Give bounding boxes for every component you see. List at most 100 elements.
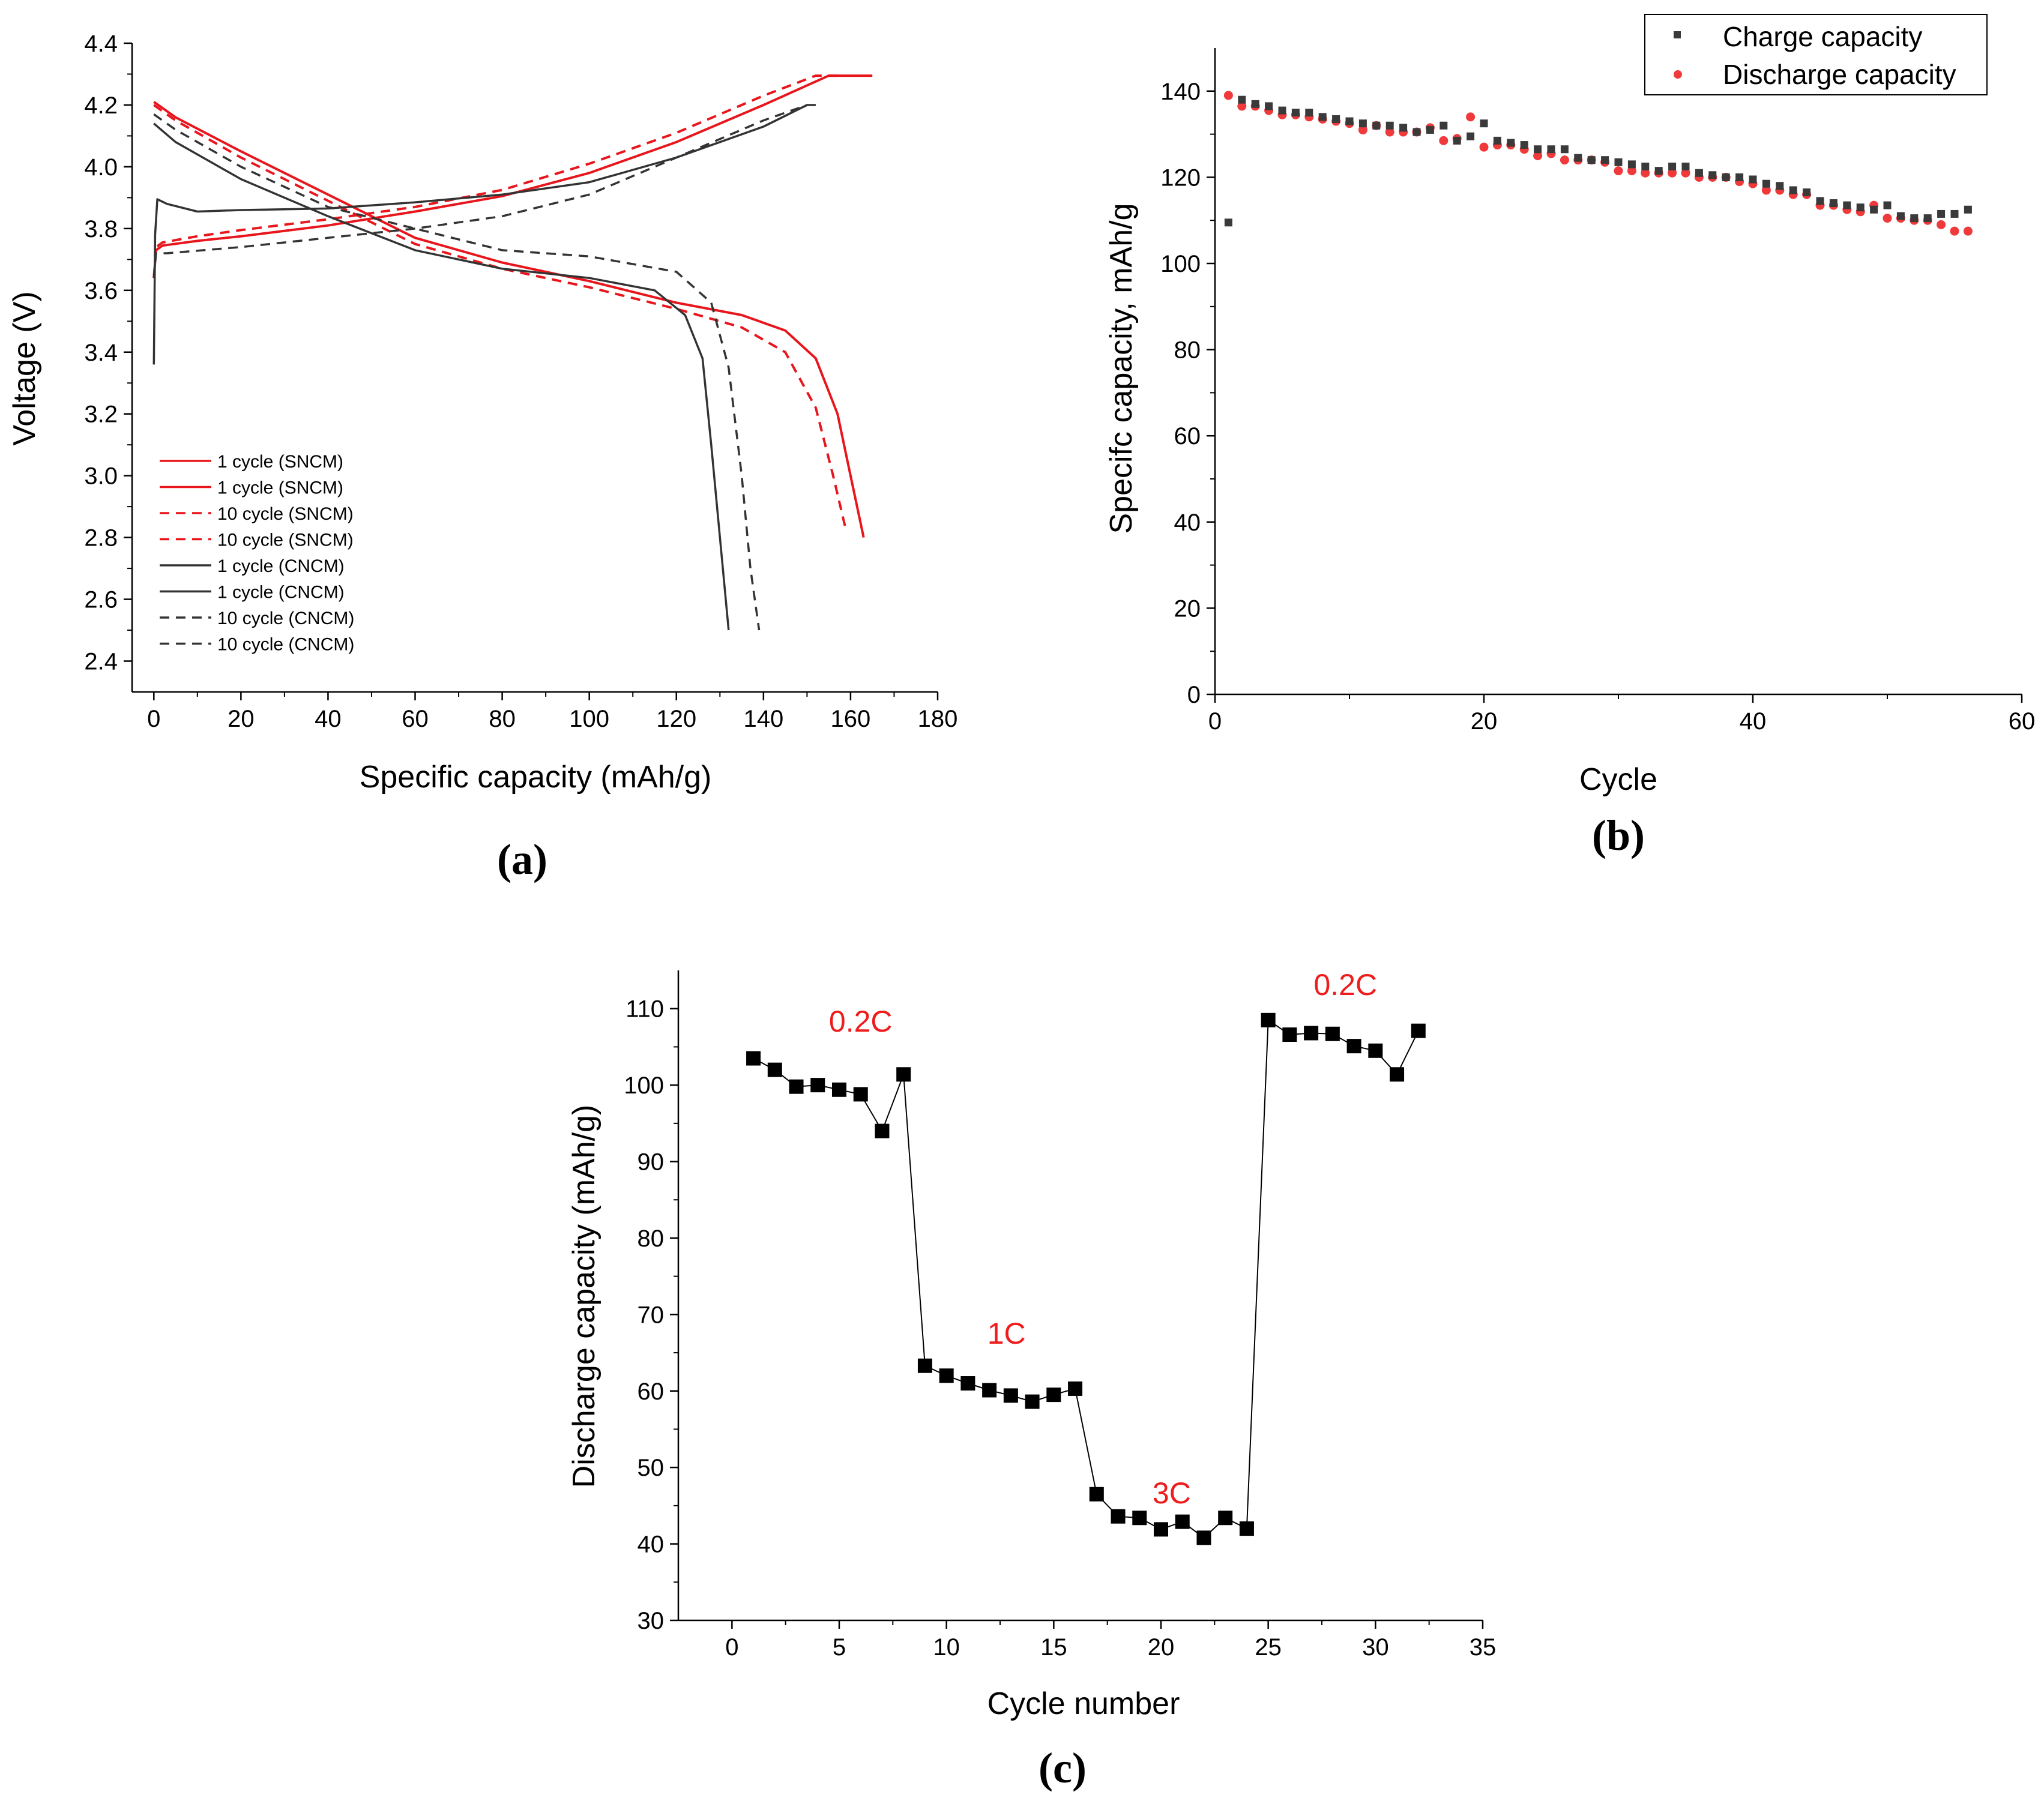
a-x-tick-label: 180 (918, 706, 958, 732)
panel-c-point (875, 1123, 890, 1138)
panel-c-label: (c) (1039, 1744, 1087, 1792)
panel-c-rate-annotation: 3C (1153, 1476, 1191, 1510)
panel-a-series (152, 74, 873, 631)
c-y-tick-label: 30 (638, 1608, 665, 1634)
b-x-tick-label: 0 (1208, 708, 1222, 735)
panel-c-point (1239, 1521, 1254, 1536)
panel-a-series-line (153, 122, 730, 631)
b-y-tick-label: 0 (1187, 682, 1201, 708)
panel-c-point (1390, 1067, 1405, 1082)
a-y-tick-label: 4.0 (84, 154, 118, 181)
panel-b-series (1223, 91, 1973, 236)
a-x-tick-label: 120 (656, 706, 696, 732)
panel-b-charge-point (1547, 145, 1555, 154)
b-x-tick-label: 40 (1740, 708, 1767, 735)
panel-b-discharge-point (1937, 220, 1946, 229)
b-y-tick-label: 60 (1174, 423, 1201, 450)
panel-c-point (1304, 1026, 1319, 1041)
panel-b-discharge-point (1479, 142, 1489, 152)
panel-b-discharge-point (1668, 168, 1677, 178)
panel-b-xlabel: Cycle (1579, 762, 1657, 797)
panel-b-charge-point (1385, 121, 1394, 130)
panel-b-charge-point (1305, 109, 1313, 117)
panel-a-legend-label: 1 cycle (CNCM) (217, 583, 345, 603)
panel-a-legend-label: 1 cycle (SNCM) (217, 478, 343, 498)
panel-a-legend: 1 cycle (SNCM) 1 cycle (SNCM) 10 cycle (SN… (160, 452, 354, 655)
panel-b-discharge-point (1466, 112, 1476, 122)
panel-b-charge-point (1574, 154, 1582, 162)
panel-c-axes (677, 970, 1483, 1622)
panel-c-series (746, 1012, 1426, 1545)
panel-b-charge-point (1964, 205, 1972, 214)
panel-c-point (982, 1383, 997, 1398)
panel-b-charge-point (1735, 173, 1744, 181)
a-x-tick-label: 20 (228, 706, 255, 732)
a-y-tick-label: 2.6 (84, 587, 118, 613)
panel-b-charge-point (1251, 100, 1259, 108)
panel-b-discharge-point (1439, 136, 1449, 145)
c-x-tick-label: 30 (1362, 1634, 1389, 1661)
legend-label-charge: Charge capacity (1723, 21, 1922, 52)
panel-b-charge-point (1358, 119, 1367, 128)
b-y-tick-label: 20 (1174, 595, 1201, 622)
panel-a-series-line (152, 74, 838, 278)
a-x-tick-label: 140 (743, 706, 783, 732)
c-x-tick-label: 35 (1470, 1634, 1497, 1661)
panel-c-point (1025, 1394, 1040, 1409)
panel-b-charge-point (1278, 106, 1286, 115)
panel-b-charge-point (1440, 121, 1448, 130)
panel-c-rate-chart: 0 5 10 15 20 25 30 35 30 40 50 60 70 80 90 100 110 0.2C 1… (567, 968, 1496, 1792)
panel-b-label: (b) (1592, 811, 1645, 859)
b-y-tick-label: 40 (1174, 510, 1201, 536)
panel-c-point (896, 1067, 911, 1082)
panel-c-point (960, 1376, 975, 1391)
panel-c-point (1132, 1511, 1147, 1526)
panel-b-legend: Charge capacity Discharge capacity (1644, 14, 1988, 95)
panel-b-charge-point (1224, 218, 1232, 227)
panel-a-series-line (152, 104, 807, 278)
legend-marker-charge (1674, 31, 1681, 38)
panel-b-discharge-point (1641, 168, 1650, 178)
panel-b-charge-point (1762, 179, 1770, 188)
a-x-tick-label: 40 (315, 706, 342, 732)
panel-c-point (939, 1368, 954, 1383)
panel-b-charge-point (1318, 113, 1327, 121)
b-y-tick-label: 140 (1160, 79, 1201, 105)
panel-b-charge-point (1238, 95, 1246, 104)
panel-a-series-line (152, 104, 816, 365)
panel-c-rate-annotation: 1C (987, 1317, 1026, 1350)
panel-b-charge-point (1614, 158, 1623, 166)
panel-b-charge-point (1803, 188, 1811, 197)
panel-b-discharge-point (1950, 226, 1959, 236)
panel-b-ticks: 0 20 40 60 0 20 40 60 80 100 120 140 (1160, 79, 2035, 735)
panel-c-rate-annotation: 0.2C (829, 1005, 893, 1038)
panel-c-point (1282, 1027, 1297, 1042)
panel-b-charge-point (1722, 173, 1730, 181)
panel-b-charge-point (1507, 139, 1515, 147)
panel-c-annotations: 0.2C 1C 3C 0.2C (829, 968, 1377, 1510)
b-y-tick-label: 80 (1174, 337, 1201, 364)
panel-b-charge-point (1587, 156, 1596, 164)
panel-c-point (1411, 1023, 1426, 1038)
panel-b-charge-point (1332, 115, 1340, 123)
a-x-tick-label: 160 (831, 706, 871, 732)
panel-b-charge-point (1776, 182, 1784, 190)
panel-b-discharge-point (1614, 166, 1623, 176)
a-y-tick-label: 3.4 (84, 340, 118, 366)
c-y-tick-label: 100 (624, 1072, 664, 1099)
panel-c-point (1261, 1012, 1276, 1027)
panel-b-axes (1214, 48, 2022, 696)
panel-b-discharge-point (1237, 101, 1247, 111)
panel-b-charge-point (1265, 102, 1273, 110)
c-y-tick-label: 40 (638, 1532, 665, 1558)
panel-c-point (1346, 1039, 1361, 1054)
panel-c-point (1325, 1026, 1340, 1041)
panel-a-legend-label: 10 cycle (CNCM) (217, 635, 354, 655)
panel-a-legend-label: 10 cycle (SNCM) (217, 504, 354, 524)
panel-b-charge-point (1412, 128, 1421, 136)
panel-a-legend-label: 10 cycle (CNCM) (217, 609, 354, 628)
panel-b-charge-point (1937, 209, 1946, 218)
panel-b-charge-point (1668, 162, 1677, 170)
panel-b-charge-point (1372, 121, 1381, 130)
